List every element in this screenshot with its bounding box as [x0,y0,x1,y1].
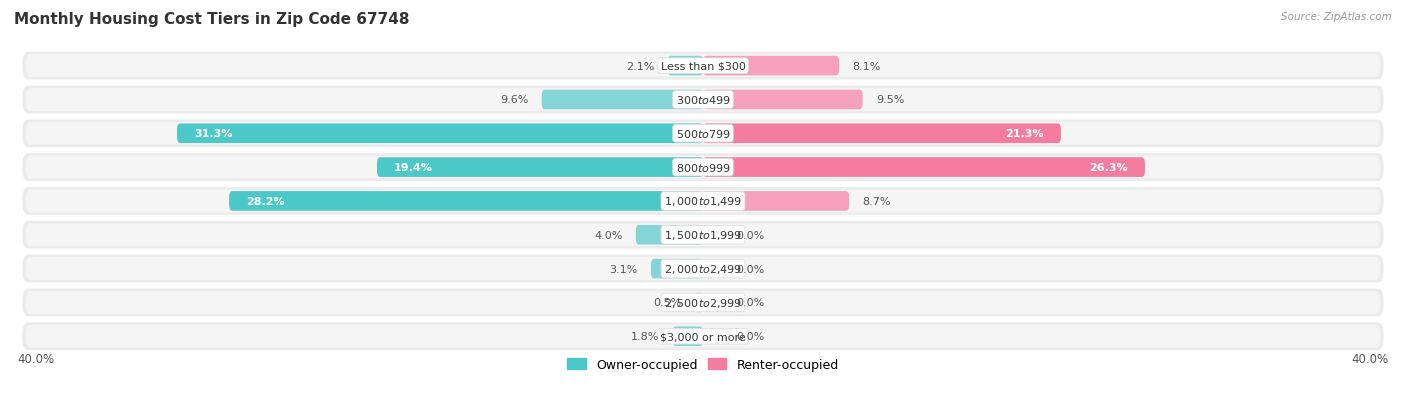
FancyBboxPatch shape [25,224,1381,247]
Text: 0.0%: 0.0% [737,298,765,308]
Text: 9.5%: 9.5% [876,95,904,105]
Text: 9.6%: 9.6% [501,95,529,105]
FancyBboxPatch shape [22,154,1384,182]
FancyBboxPatch shape [703,57,839,76]
Text: 8.1%: 8.1% [852,62,882,71]
FancyBboxPatch shape [541,90,703,110]
Text: 2.1%: 2.1% [626,62,654,71]
Text: $1,500 to $1,999: $1,500 to $1,999 [664,229,742,242]
Text: Less than $300: Less than $300 [661,62,745,71]
FancyBboxPatch shape [25,156,1381,179]
Text: 0.5%: 0.5% [652,298,681,308]
Text: 8.7%: 8.7% [863,197,891,206]
FancyBboxPatch shape [25,89,1381,112]
Text: 40.0%: 40.0% [17,352,55,365]
FancyBboxPatch shape [22,255,1384,283]
FancyBboxPatch shape [25,123,1381,145]
FancyBboxPatch shape [22,52,1384,80]
FancyBboxPatch shape [25,257,1381,280]
Text: 26.3%: 26.3% [1090,163,1128,173]
FancyBboxPatch shape [703,158,1144,178]
Text: 19.4%: 19.4% [394,163,433,173]
FancyBboxPatch shape [703,90,863,110]
Legend: Owner-occupied, Renter-occupied: Owner-occupied, Renter-occupied [562,353,844,376]
Text: 31.3%: 31.3% [194,129,232,139]
FancyBboxPatch shape [651,259,703,279]
FancyBboxPatch shape [695,293,703,313]
Text: $3,000 or more: $3,000 or more [661,332,745,342]
Text: $1,000 to $1,499: $1,000 to $1,499 [664,195,742,208]
FancyBboxPatch shape [25,291,1381,314]
FancyBboxPatch shape [22,323,1384,350]
Text: 1.8%: 1.8% [631,332,659,342]
FancyBboxPatch shape [25,190,1381,213]
FancyBboxPatch shape [668,57,703,76]
Text: $500 to $799: $500 to $799 [675,128,731,140]
Text: Source: ZipAtlas.com: Source: ZipAtlas.com [1281,12,1392,22]
Text: $2,500 to $2,999: $2,500 to $2,999 [664,296,742,309]
FancyBboxPatch shape [25,325,1381,348]
Text: 0.0%: 0.0% [737,332,765,342]
Text: $300 to $499: $300 to $499 [675,94,731,106]
FancyBboxPatch shape [703,124,1062,144]
Text: 28.2%: 28.2% [246,197,284,206]
FancyBboxPatch shape [22,86,1384,114]
FancyBboxPatch shape [377,158,703,178]
FancyBboxPatch shape [22,188,1384,215]
Text: 4.0%: 4.0% [593,230,623,240]
FancyBboxPatch shape [22,120,1384,148]
Text: 0.0%: 0.0% [737,264,765,274]
FancyBboxPatch shape [229,192,703,211]
Text: 21.3%: 21.3% [1005,129,1045,139]
FancyBboxPatch shape [636,225,703,245]
FancyBboxPatch shape [22,221,1384,249]
FancyBboxPatch shape [703,192,849,211]
Text: $2,000 to $2,499: $2,000 to $2,499 [664,262,742,275]
Text: $800 to $999: $800 to $999 [675,162,731,174]
Text: 40.0%: 40.0% [1351,352,1389,365]
Text: Monthly Housing Cost Tiers in Zip Code 67748: Monthly Housing Cost Tiers in Zip Code 6… [14,12,409,27]
Text: 3.1%: 3.1% [609,264,637,274]
FancyBboxPatch shape [22,289,1384,316]
FancyBboxPatch shape [25,55,1381,78]
FancyBboxPatch shape [177,124,703,144]
Text: 0.0%: 0.0% [737,230,765,240]
FancyBboxPatch shape [672,327,703,346]
